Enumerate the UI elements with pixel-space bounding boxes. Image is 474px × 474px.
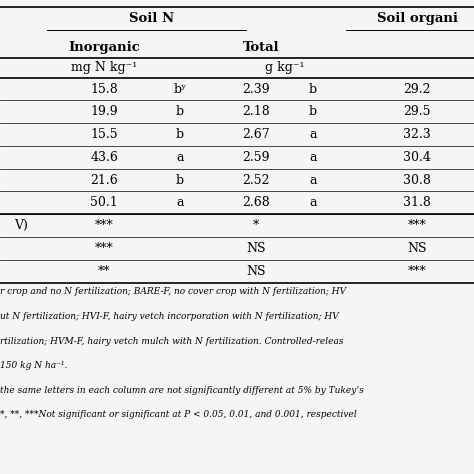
Text: ***: *** [408, 219, 427, 232]
Text: ***: *** [408, 264, 427, 278]
Text: 30.8: 30.8 [403, 173, 431, 187]
Text: 50.1: 50.1 [91, 196, 118, 210]
Text: 21.6: 21.6 [91, 173, 118, 187]
Text: **: ** [98, 264, 110, 278]
Text: b: b [176, 105, 184, 118]
Text: Total: Total [242, 41, 279, 54]
Text: 2.39: 2.39 [242, 82, 270, 96]
Text: r crop and no N fertilization; BARE-F, no cover crop with N fertilization; HV: r crop and no N fertilization; BARE-F, n… [0, 287, 346, 296]
Text: a: a [309, 173, 317, 187]
Text: 29.5: 29.5 [403, 105, 431, 118]
Text: b: b [176, 128, 184, 141]
Text: 43.6: 43.6 [91, 151, 118, 164]
Text: 29.2: 29.2 [403, 82, 431, 96]
Text: 32.3: 32.3 [403, 128, 431, 141]
Text: Soil N: Soil N [129, 12, 174, 26]
Text: g kg⁻¹: g kg⁻¹ [264, 61, 304, 74]
Text: ut N fertilization; HVI-F, hairy vetch incorporation with N fertilization; HV: ut N fertilization; HVI-F, hairy vetch i… [0, 312, 339, 321]
Text: Inorganic: Inorganic [68, 41, 140, 54]
Text: ***: *** [95, 242, 114, 255]
Text: rtilization; HVM-F, hairy vetch mulch with N fertilization. Controlled-releas: rtilization; HVM-F, hairy vetch mulch wi… [0, 337, 344, 346]
Text: *, **, ***Not significant or significant at P < 0.05, 0.01, and 0.001, respectiv: *, **, ***Not significant or significant… [0, 410, 357, 419]
Text: 2.59: 2.59 [242, 151, 270, 164]
Text: 2.67: 2.67 [242, 128, 270, 141]
Text: 15.8: 15.8 [91, 82, 118, 96]
Text: V): V) [14, 219, 28, 232]
Text: a: a [309, 151, 317, 164]
Text: *: * [253, 219, 259, 232]
Text: 2.68: 2.68 [242, 196, 270, 210]
Text: NS: NS [407, 242, 427, 255]
Text: 19.9: 19.9 [91, 105, 118, 118]
Text: b: b [176, 173, 184, 187]
Text: 150 kg N ha⁻¹.: 150 kg N ha⁻¹. [0, 361, 67, 370]
Text: a: a [176, 196, 184, 210]
Text: 2.18: 2.18 [242, 105, 270, 118]
Text: Soil organi: Soil organi [377, 12, 457, 26]
Text: a: a [309, 196, 317, 210]
Text: a: a [309, 128, 317, 141]
Text: 31.8: 31.8 [403, 196, 431, 210]
Text: bʸ: bʸ [173, 82, 187, 96]
Text: mg N kg⁻¹: mg N kg⁻¹ [71, 61, 137, 74]
Text: 2.52: 2.52 [242, 173, 270, 187]
Text: b: b [309, 82, 317, 96]
Text: 30.4: 30.4 [403, 151, 431, 164]
Text: 15.5: 15.5 [91, 128, 118, 141]
Text: b: b [309, 105, 317, 118]
Text: the same letters in each column are not significantly different at 5% by Tukey’s: the same letters in each column are not … [0, 386, 364, 395]
Text: a: a [176, 151, 184, 164]
Text: NS: NS [246, 242, 266, 255]
Text: ***: *** [95, 219, 114, 232]
Text: NS: NS [246, 264, 266, 278]
